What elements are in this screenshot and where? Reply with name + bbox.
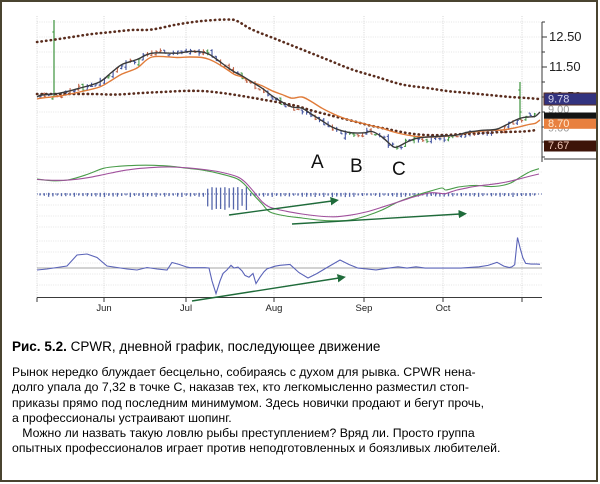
svg-text:C: C <box>392 159 406 180</box>
svg-text:Jun: Jun <box>96 303 111 314</box>
svg-text:Aug: Aug <box>266 303 283 314</box>
svg-text:Sep: Sep <box>356 303 373 314</box>
svg-text:11.50: 11.50 <box>549 59 581 74</box>
svg-text:B: B <box>350 156 363 177</box>
svg-text:9.78: 9.78 <box>548 94 569 106</box>
svg-text:Oct: Oct <box>436 303 451 314</box>
svg-text:7.67: 7.67 <box>548 140 569 152</box>
svg-text:A: A <box>311 152 324 173</box>
svg-text:8.70: 8.70 <box>548 118 569 130</box>
svg-text:12.50: 12.50 <box>549 29 582 44</box>
svg-text:Jul: Jul <box>180 303 192 314</box>
